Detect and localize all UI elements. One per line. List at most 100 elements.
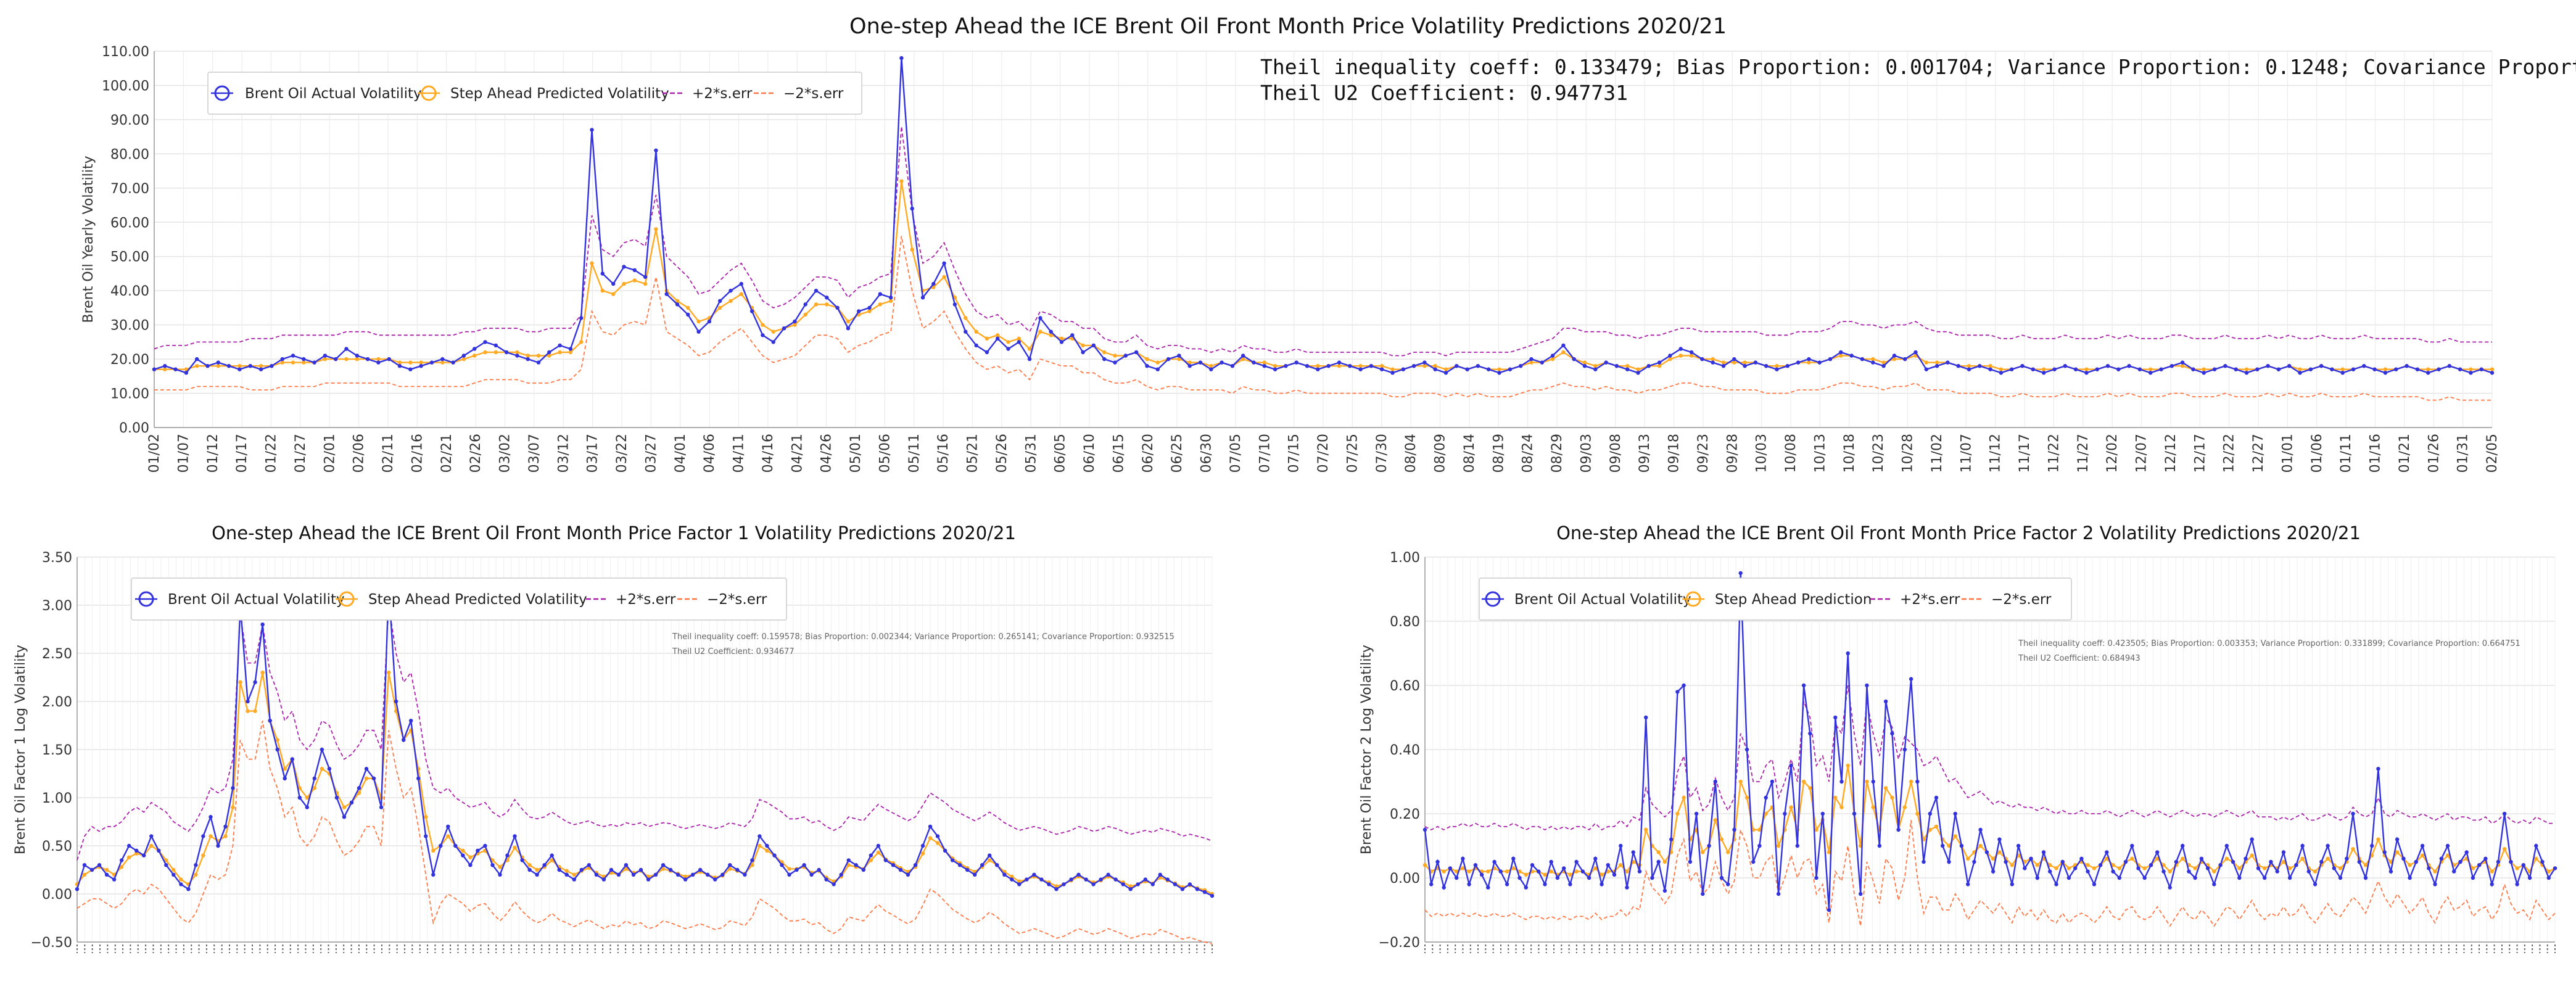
series-point-0 bbox=[1549, 859, 1553, 864]
series-point-1 bbox=[1511, 866, 1516, 870]
series-point-1 bbox=[547, 353, 551, 358]
series-line-3 bbox=[154, 236, 2492, 401]
series-point-1 bbox=[2202, 367, 2206, 371]
series-point-0 bbox=[943, 848, 947, 853]
series-point-0 bbox=[371, 776, 376, 781]
series-point-1 bbox=[654, 227, 658, 231]
series-point-1 bbox=[238, 680, 242, 685]
series-point-0 bbox=[1612, 872, 1617, 877]
x-tick-label: 04/26 bbox=[819, 434, 835, 473]
series-point-1 bbox=[468, 855, 473, 859]
series-point-0 bbox=[1801, 683, 1806, 688]
series-point-1 bbox=[1997, 850, 2002, 854]
series-point-1 bbox=[1656, 850, 1661, 854]
series-point-1 bbox=[1155, 360, 1160, 365]
series-point-0 bbox=[1529, 357, 1534, 362]
series-point-0 bbox=[638, 867, 643, 872]
series-point-1 bbox=[1517, 869, 1522, 874]
series-point-0 bbox=[1860, 357, 1865, 362]
series-point-1 bbox=[996, 333, 1000, 337]
series-point-0 bbox=[1817, 360, 1822, 365]
series-line-0 bbox=[76, 585, 1213, 897]
series-point-0 bbox=[846, 326, 851, 331]
series-point-0 bbox=[1487, 367, 1491, 371]
series-point-0 bbox=[2079, 856, 2084, 861]
y-tick-label: 0.00 bbox=[42, 887, 72, 903]
series-point-0 bbox=[1776, 891, 1781, 896]
x-tick-label: 01/21 bbox=[2397, 434, 2413, 473]
series-point-0 bbox=[2502, 811, 2507, 816]
series-point-0 bbox=[713, 877, 717, 882]
chart-1: One-step Ahead the ICE Brent Oil Front M… bbox=[81, 14, 2576, 473]
series-point-0 bbox=[2004, 859, 2008, 864]
series-point-1 bbox=[643, 281, 648, 286]
series-point-1 bbox=[2149, 367, 2153, 371]
series-point-0 bbox=[1909, 677, 1913, 681]
x-tick-label: 08/19 bbox=[1491, 434, 1506, 473]
series-point-0 bbox=[394, 699, 398, 704]
series-point-0 bbox=[1865, 683, 1869, 688]
series-point-0 bbox=[431, 872, 436, 877]
legend-label: −2*s.err bbox=[1991, 592, 2052, 608]
series-point-0 bbox=[579, 867, 584, 872]
x-tick-label: 10/23 bbox=[1871, 434, 1886, 473]
series-point-0 bbox=[542, 863, 547, 867]
series-point-0 bbox=[2016, 843, 2021, 848]
series-point-1 bbox=[1928, 827, 1932, 832]
legend-box bbox=[207, 72, 862, 115]
series-point-1 bbox=[1721, 360, 1726, 365]
series-point-0 bbox=[906, 872, 910, 877]
series-point-0 bbox=[1084, 877, 1088, 882]
series-point-1 bbox=[201, 853, 205, 858]
series-point-1 bbox=[1358, 364, 1363, 368]
series-point-0 bbox=[1422, 827, 1427, 832]
series-line-0 bbox=[154, 58, 2493, 374]
x-tick-label: 01/01 bbox=[2280, 434, 2295, 473]
series-point-1 bbox=[2193, 866, 2197, 870]
x-tick-label: 11/12 bbox=[1988, 434, 2004, 473]
series-point-1 bbox=[846, 863, 851, 867]
series-point-0 bbox=[186, 887, 191, 891]
series-point-1 bbox=[1682, 795, 1686, 800]
series-point-0 bbox=[1726, 882, 1730, 887]
series-point-1 bbox=[661, 867, 666, 871]
series-point-0 bbox=[2458, 367, 2462, 371]
series-point-0 bbox=[1827, 908, 1831, 912]
legend-swatch-marker bbox=[421, 85, 437, 101]
series-point-1 bbox=[1177, 357, 1181, 362]
series-point-0 bbox=[547, 350, 551, 355]
series-point-0 bbox=[878, 292, 883, 296]
series-point-0 bbox=[453, 843, 458, 848]
series-point-0 bbox=[1682, 683, 1686, 688]
series-point-0 bbox=[1967, 367, 1971, 371]
series-point-0 bbox=[1972, 859, 1976, 864]
series-point-0 bbox=[1991, 869, 1996, 874]
series-point-1 bbox=[2180, 364, 2185, 368]
series-point-0 bbox=[920, 843, 925, 848]
legend-box bbox=[131, 577, 787, 621]
series-point-0 bbox=[1027, 357, 1032, 362]
series-point-1 bbox=[2469, 367, 2473, 371]
series-point-0 bbox=[2471, 875, 2475, 880]
x-tick-label: 07/20 bbox=[1316, 434, 1331, 473]
series-point-0 bbox=[1177, 353, 1181, 358]
series-point-0 bbox=[195, 357, 199, 362]
series-point-0 bbox=[706, 872, 710, 877]
series-point-0 bbox=[802, 863, 806, 867]
series-point-0 bbox=[2420, 843, 2425, 848]
series-point-0 bbox=[1757, 843, 1762, 848]
series-point-0 bbox=[557, 867, 561, 872]
series-point-0 bbox=[1978, 364, 1982, 368]
x-tick-label: 05/31 bbox=[1023, 434, 1039, 473]
series-point-0 bbox=[1795, 843, 1799, 848]
legend-swatch-marker bbox=[339, 591, 355, 607]
series-point-0 bbox=[698, 867, 703, 872]
series-point-0 bbox=[1959, 843, 1964, 848]
series-point-1 bbox=[397, 360, 402, 365]
series-point-0 bbox=[550, 853, 554, 858]
legend-label: +2*s.err bbox=[1900, 592, 1960, 608]
series-point-1 bbox=[1113, 353, 1117, 358]
series-point-0 bbox=[2546, 875, 2551, 880]
series-point-1 bbox=[910, 247, 914, 252]
series-point-0 bbox=[957, 863, 962, 867]
